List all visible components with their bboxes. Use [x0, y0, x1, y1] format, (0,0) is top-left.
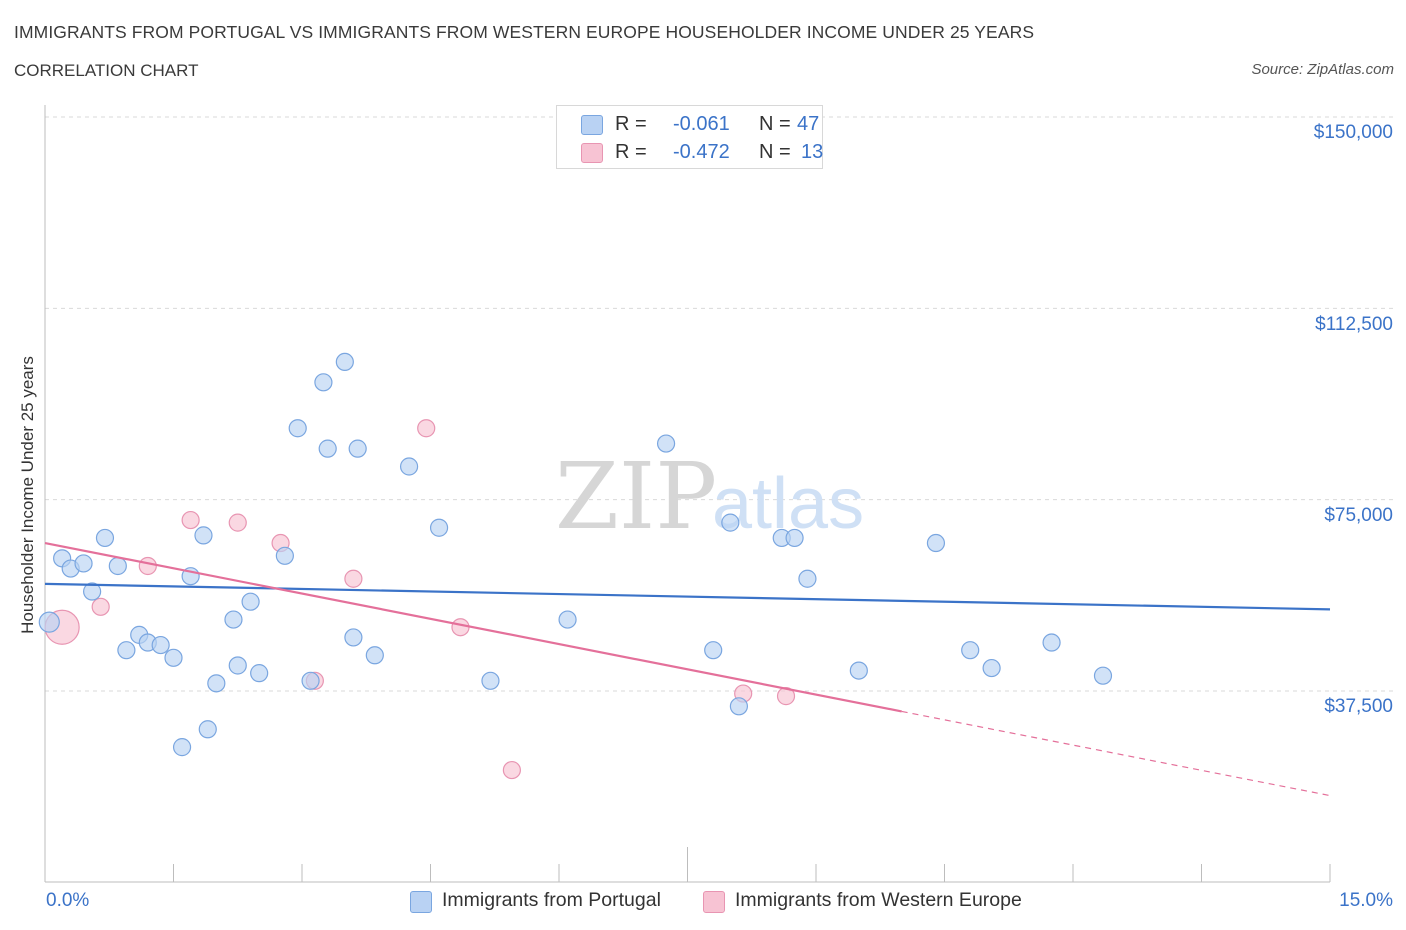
watermark-zip: ZIP [555, 443, 717, 550]
data-point-portugal [982, 658, 1001, 678]
trend-line-western-europe [44, 541, 902, 713]
data-point-western-europe [91, 597, 110, 616]
data-point-portugal [798, 569, 817, 588]
data-point-portugal [318, 439, 337, 458]
y-tick-label: $112,500 [1315, 314, 1393, 335]
trend-line-extension-western-europe [901, 710, 1331, 797]
data-point-western-europe [451, 618, 470, 637]
legend-r-value: -0.061 [673, 113, 730, 135]
data-point-portugal [83, 582, 102, 601]
data-point-portugal [288, 419, 307, 438]
watermark-atlas: atlas [712, 464, 864, 544]
data-point-portugal [785, 528, 804, 548]
legend-swatch-pink [703, 891, 725, 913]
legend-swatch-blue [410, 891, 432, 913]
data-point-portugal [344, 628, 363, 647]
data-point-portugal [729, 697, 749, 716]
data-point-portugal [656, 434, 676, 453]
data-point-portugal [365, 646, 384, 665]
data-point-portugal [335, 352, 354, 372]
legend-swatch-blue [581, 115, 603, 135]
correlation-legend: R = -0.061 N = 47 R = -0.472 N = 13 [556, 105, 823, 169]
data-point-western-europe [417, 419, 436, 438]
data-point-portugal [721, 513, 740, 532]
legend-label: Immigrants from Western Europe [735, 889, 1022, 911]
data-point-portugal [926, 533, 946, 553]
chart-subtitle: CORRELATION CHART [14, 61, 199, 80]
legend-r-label: R = [615, 141, 647, 163]
data-point-portugal [275, 546, 294, 565]
data-point-portugal [224, 610, 243, 629]
watermark: ZIP atlas [555, 443, 864, 550]
data-point-western-europe [502, 760, 521, 780]
data-point-western-europe [181, 510, 200, 530]
axes [44, 105, 1331, 883]
data-point-portugal [250, 664, 269, 683]
legend-r-value: -0.472 [673, 141, 730, 163]
data-point-portugal [429, 518, 449, 537]
data-point-portugal [241, 592, 260, 611]
y-tick-label: $75,000 [1324, 505, 1393, 526]
data-point-portugal [961, 641, 980, 660]
legend-r-label: R = [615, 113, 647, 135]
data-point-portugal [228, 656, 247, 675]
y-tick-label: $37,500 [1324, 696, 1393, 717]
legend-n-label: N = [759, 113, 791, 135]
data-point-portugal [207, 674, 226, 693]
data-point-portugal [198, 720, 217, 739]
data-point-portugal [314, 373, 333, 392]
data-point-portugal [108, 556, 127, 576]
legend-n-label: N = [759, 141, 791, 163]
data-point-portugal [1093, 666, 1113, 685]
y-axis-label: Householder Income Under 25 years [18, 356, 37, 634]
data-point-western-europe [344, 569, 363, 588]
data-point-western-europe [228, 513, 247, 532]
data-point-western-europe [138, 556, 157, 576]
data-point-portugal [558, 610, 577, 629]
source-label: Source: ZipAtlas.com [1251, 61, 1394, 78]
series-portugal-points [38, 352, 1113, 757]
data-point-portugal [849, 661, 868, 680]
legend-n-value: 47 [797, 113, 820, 135]
data-point-portugal [194, 526, 213, 545]
x-tick-label-max: 15.0% [1339, 890, 1393, 911]
legend-n-value: 13 [801, 141, 824, 163]
data-point-portugal [1042, 633, 1061, 652]
data-point-portugal [151, 635, 170, 655]
data-point-portugal [172, 738, 192, 757]
data-point-portugal [74, 554, 93, 573]
legend-label: Immigrants from Portugal [442, 889, 661, 911]
data-point-portugal [704, 641, 723, 660]
data-point-portugal [301, 671, 320, 690]
data-point-portugal [38, 611, 60, 633]
data-point-portugal [348, 439, 367, 458]
trend-line-portugal [44, 582, 1331, 611]
x-tick-label-min: 0.0% [46, 890, 90, 911]
y-tick-label: $150,000 [1313, 122, 1393, 143]
chart-title: IMMIGRANTS FROM PORTUGAL VS IMMIGRANTS F… [14, 22, 1035, 42]
data-point-portugal [95, 528, 115, 548]
data-point-portugal [481, 671, 500, 690]
trend-lines [44, 541, 1331, 797]
data-point-portugal [399, 457, 419, 476]
data-point-portugal [164, 648, 183, 667]
legend-swatch-pink [581, 143, 603, 163]
data-point-portugal [117, 641, 136, 660]
